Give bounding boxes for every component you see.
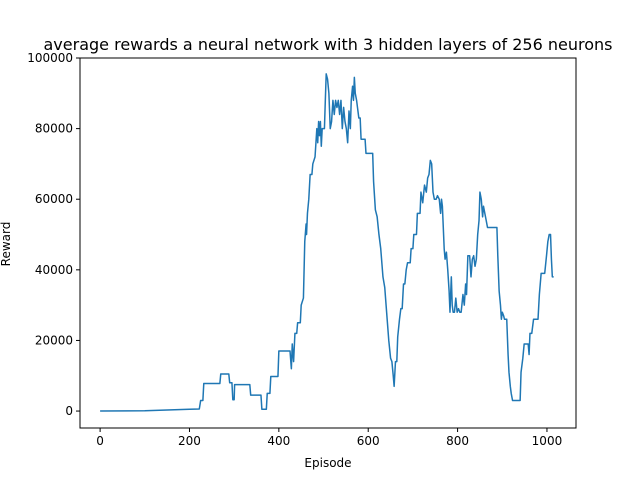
x-tick-label: 0 bbox=[96, 434, 104, 448]
series-line-0 bbox=[100, 73, 554, 412]
plot-area bbox=[100, 73, 554, 412]
y-axis: 0 20000 40000 60000 80000 100000 bbox=[27, 51, 80, 418]
y-tick-label: 100000 bbox=[27, 51, 73, 65]
chart-title: average rewards a neural network with 3 … bbox=[44, 35, 613, 54]
x-tick-label: 400 bbox=[267, 434, 290, 448]
x-tick-label: 600 bbox=[357, 434, 380, 448]
x-axis-label: Episode bbox=[304, 456, 351, 470]
y-tick-label: 80000 bbox=[35, 122, 73, 136]
x-axis: 0 200 400 600 800 1000 bbox=[96, 428, 562, 448]
x-tick-label: 800 bbox=[446, 434, 469, 448]
y-tick-label: 0 bbox=[65, 404, 73, 418]
x-tick-label: 200 bbox=[178, 434, 201, 448]
y-tick-label: 20000 bbox=[35, 333, 73, 347]
axes-frame bbox=[79, 57, 577, 429]
x-tick-label: 1000 bbox=[532, 434, 563, 448]
y-axis-label: Reward bbox=[0, 222, 13, 267]
y-tick-label: 60000 bbox=[35, 192, 73, 206]
y-tick-label: 40000 bbox=[35, 263, 73, 277]
